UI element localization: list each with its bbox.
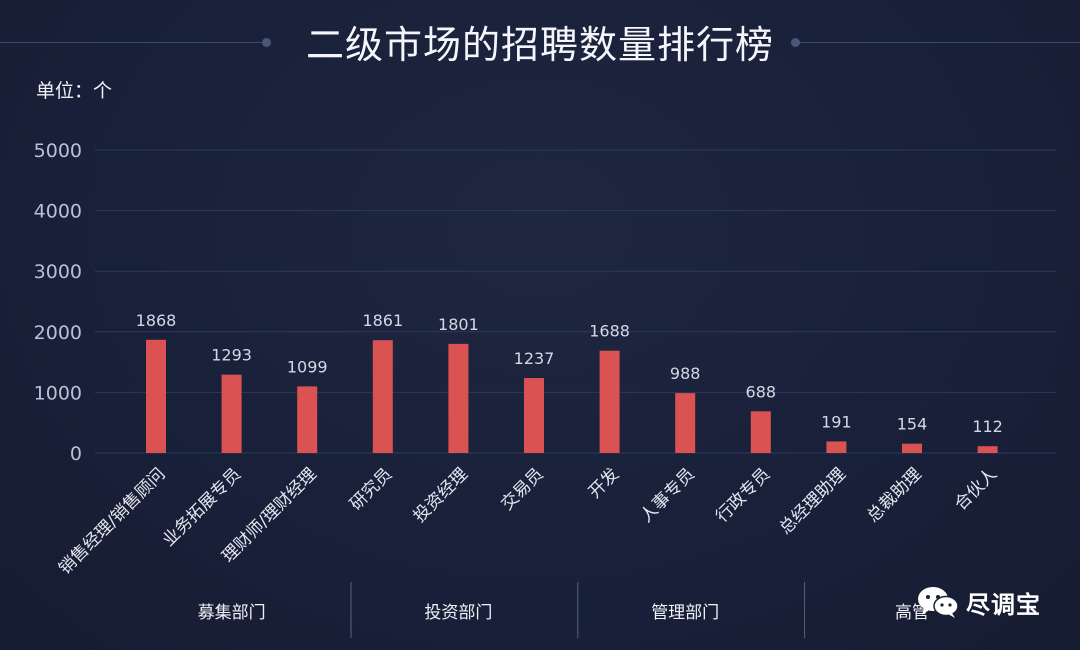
bar bbox=[221, 374, 242, 453]
value-label: 688 bbox=[746, 382, 777, 401]
title-divider-right bbox=[800, 42, 1080, 43]
value-label: 1293 bbox=[211, 346, 252, 365]
value-label: 1099 bbox=[287, 357, 328, 376]
group-label: 募集部门 bbox=[198, 603, 266, 623]
value-label: 191 bbox=[821, 412, 852, 431]
bar bbox=[524, 378, 544, 453]
title-dot-left bbox=[262, 38, 271, 47]
value-label: 154 bbox=[897, 415, 928, 434]
bar bbox=[750, 411, 771, 453]
category-labels: 销售经理/销售顾问业务拓展专员理财师/理财经理 研究员 投资经理 交易员 开发 人事专员行… bbox=[55, 464, 1001, 578]
value-label: 1801 bbox=[438, 315, 479, 334]
group-labels: 募集部门 投资部门 管理部门 高管 bbox=[198, 582, 929, 638]
value-label: 1688 bbox=[589, 322, 630, 341]
bar bbox=[902, 443, 922, 453]
value-label: 112 bbox=[972, 417, 1003, 436]
category-label: 行政专员 bbox=[712, 464, 774, 526]
group-label: 管理部门 bbox=[651, 603, 719, 623]
bar bbox=[826, 441, 847, 453]
bar bbox=[599, 350, 620, 453]
category-label: 投资经理 bbox=[410, 464, 472, 526]
category-label: 开发 bbox=[585, 464, 623, 502]
category-label: 总裁助理 bbox=[863, 464, 925, 526]
value-labels: 1868 1293 1099 1861 1801 1237 1688 988 688 191 154… bbox=[136, 311, 1003, 436]
value-label: 1237 bbox=[514, 349, 555, 368]
watermark: 尽调宝 bbox=[916, 584, 1041, 620]
y-tick-label: 1000 bbox=[34, 382, 82, 404]
title-dot-right bbox=[791, 38, 800, 47]
group-label: 投资部门 bbox=[424, 603, 492, 623]
y-tick-label: 3000 bbox=[34, 261, 82, 283]
chart-title: 二级市场的招聘数量排行榜 bbox=[305, 23, 774, 67]
bars bbox=[146, 339, 998, 453]
y-tick-label: 5000 bbox=[34, 140, 82, 162]
wechat-icon bbox=[918, 587, 959, 618]
value-label: 988 bbox=[670, 364, 701, 383]
category-label: 销售经理/销售顾问 bbox=[55, 464, 169, 578]
y-tick-label: 4000 bbox=[34, 201, 82, 223]
category-label: 总经理助理 bbox=[776, 464, 850, 538]
value-label: 1868 bbox=[136, 311, 177, 330]
category-label: 人事专员 bbox=[637, 464, 699, 526]
y-tick-label: 0 bbox=[70, 443, 82, 465]
category-label: 交易员 bbox=[497, 464, 547, 514]
watermark-text: 尽调宝 bbox=[966, 590, 1041, 619]
category-label: 研究员 bbox=[346, 464, 396, 514]
title-row: 二级市场的招聘数量排行榜 bbox=[0, 0, 1080, 90]
bar bbox=[297, 386, 318, 453]
bar bbox=[448, 343, 469, 453]
category-label: 合伙人 bbox=[951, 464, 1001, 514]
bar bbox=[146, 339, 166, 453]
value-label: 1861 bbox=[362, 311, 403, 330]
title-divider-left bbox=[0, 42, 262, 43]
unit-label: 单位：个 bbox=[36, 80, 113, 102]
bar bbox=[977, 446, 998, 453]
y-axis-ticks: 0 1000 2000 3000 4000 5000 bbox=[34, 140, 82, 465]
bar bbox=[675, 393, 696, 453]
grid-lines bbox=[95, 149, 1056, 454]
bar bbox=[372, 340, 393, 453]
group-label: 高管 bbox=[895, 603, 929, 623]
y-tick-label: 2000 bbox=[34, 322, 82, 344]
